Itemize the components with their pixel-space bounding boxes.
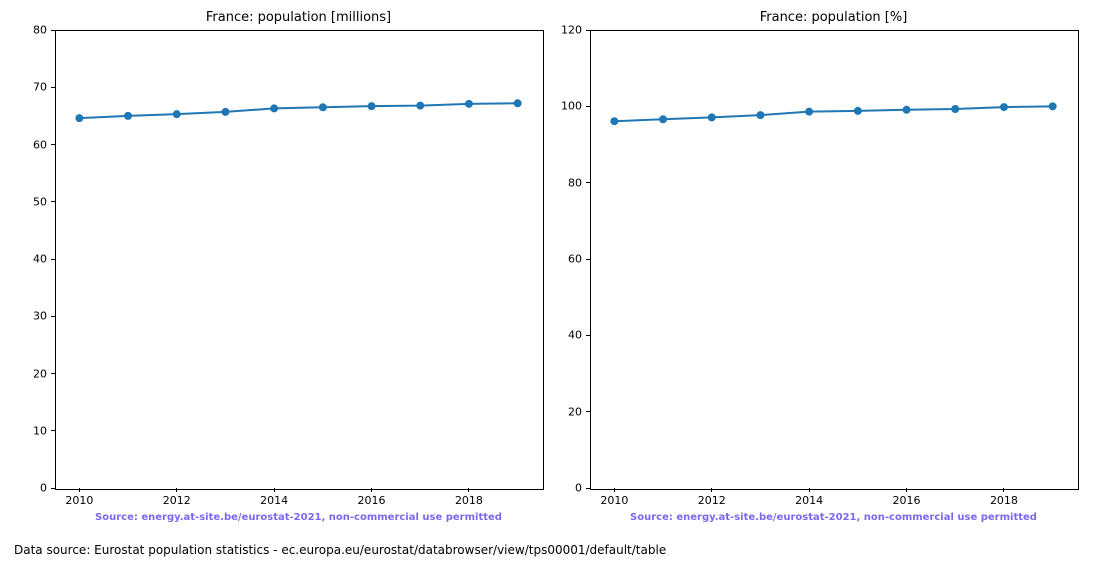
ytick-label: 30 — [33, 310, 47, 323]
ytick-label: 60 — [33, 138, 47, 151]
xtick — [906, 488, 907, 492]
ytick-label: 0 — [575, 482, 582, 495]
xtick-label: 2012 — [698, 494, 726, 507]
ytick — [586, 30, 590, 31]
ytick-label: 40 — [568, 329, 582, 342]
xtick — [711, 488, 712, 492]
ytick — [51, 87, 55, 88]
ytick-label: 100 — [561, 100, 582, 113]
xtick — [371, 488, 372, 492]
ytick — [51, 30, 55, 31]
ytick — [51, 488, 55, 489]
ytick — [51, 373, 55, 374]
ytick — [586, 411, 590, 412]
ytick — [586, 182, 590, 183]
ytick — [586, 259, 590, 260]
footer-text: Data source: Eurostat population statist… — [14, 543, 666, 557]
xtick — [274, 488, 275, 492]
xtick-label: 2014 — [795, 494, 823, 507]
xtick — [468, 488, 469, 492]
xtick-label: 2016 — [893, 494, 921, 507]
xtick-label: 2018 — [455, 494, 483, 507]
xtick-label: 2016 — [358, 494, 386, 507]
chart-title-left: France: population [millions] — [206, 10, 391, 25]
ytick — [51, 316, 55, 317]
xtick-label: 2012 — [163, 494, 191, 507]
ytick-label: 10 — [33, 424, 47, 437]
ytick — [51, 430, 55, 431]
xtick-label: 2018 — [990, 494, 1018, 507]
xtick — [1003, 488, 1004, 492]
ytick — [51, 201, 55, 202]
xtick — [176, 488, 177, 492]
chart-panel-right — [590, 30, 1079, 490]
ytick-label: 20 — [33, 367, 47, 380]
chart-panel-left — [55, 30, 544, 490]
source-note-left: Source: energy.at-site.be/eurostat-2021,… — [95, 512, 502, 523]
ytick-label: 70 — [33, 81, 47, 94]
ytick-label: 80 — [33, 24, 47, 37]
ytick — [586, 106, 590, 107]
chart-title-right: France: population [%] — [760, 10, 908, 25]
figure: France: population [millions] 0 10 20 30 40 50… — [0, 0, 1100, 572]
ytick-label: 120 — [561, 24, 582, 37]
ytick-label: 0 — [40, 482, 47, 495]
source-note-right: Source: energy.at-site.be/eurostat-2021,… — [630, 512, 1037, 523]
ytick — [586, 335, 590, 336]
ytick-label: 60 — [568, 253, 582, 266]
ytick — [51, 259, 55, 260]
ytick-label: 50 — [33, 195, 47, 208]
ytick-label: 20 — [568, 405, 582, 418]
xtick-label: 2010 — [65, 494, 93, 507]
xtick-label: 2010 — [600, 494, 628, 507]
ytick — [51, 144, 55, 145]
xtick — [79, 488, 80, 492]
ytick — [586, 488, 590, 489]
xtick-label: 2014 — [260, 494, 288, 507]
ytick-label: 40 — [33, 253, 47, 266]
xtick — [614, 488, 615, 492]
ytick-label: 80 — [568, 176, 582, 189]
xtick — [809, 488, 810, 492]
